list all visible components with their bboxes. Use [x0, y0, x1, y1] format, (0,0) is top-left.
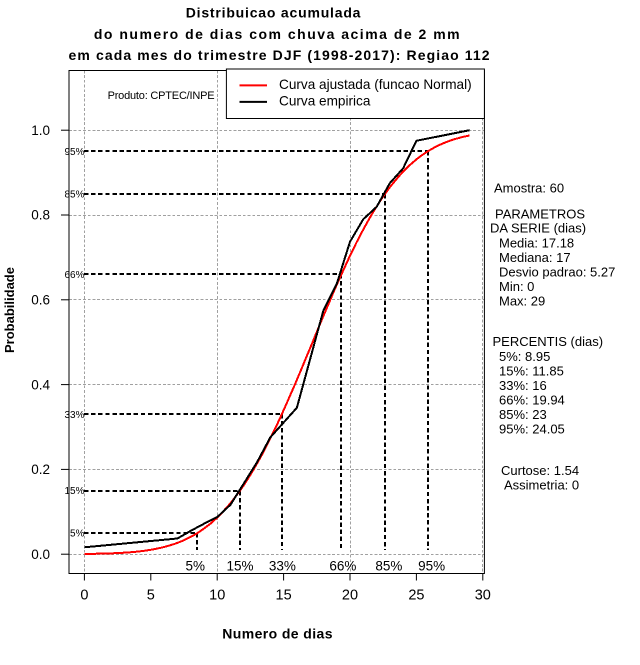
svg-text:Probabilidade: Probabilidade [2, 267, 17, 353]
svg-text:0.6: 0.6 [31, 293, 50, 308]
svg-text:0.0: 0.0 [31, 547, 50, 562]
svg-text:Curtose: 1.54: Curtose: 1.54 [501, 463, 579, 478]
svg-text:15%: 15% [64, 486, 84, 497]
svg-text:0.2: 0.2 [31, 462, 50, 477]
svg-text:66%: 19.94: 66%: 19.94 [499, 393, 565, 408]
svg-text:0.8: 0.8 [31, 208, 50, 223]
svg-text:Produto: CPTEC/INPE: Produto: CPTEC/INPE [108, 90, 215, 102]
svg-text:Min: 0: Min: 0 [499, 279, 534, 294]
svg-text:Media: 17.18: Media: 17.18 [499, 236, 574, 251]
svg-text:10: 10 [209, 588, 225, 604]
svg-text:Curva ajustada (funcao Normal): Curva ajustada (funcao Normal) [279, 77, 472, 92]
svg-text:15%: 11.85: 15%: 11.85 [499, 364, 564, 379]
svg-text:PARAMETROS: PARAMETROS [495, 207, 585, 222]
svg-text:Mediana: 17: Mediana: 17 [499, 250, 571, 265]
svg-text:Distribuicao acumulada: Distribuicao acumulada [186, 5, 362, 21]
svg-text:1.0: 1.0 [31, 123, 50, 138]
svg-text:25: 25 [408, 588, 424, 604]
svg-text:Amostra: 60: Amostra: 60 [494, 181, 564, 196]
svg-text:5%: 8.95: 5%: 8.95 [499, 349, 550, 364]
svg-text:em cada mes do trimestre DJF (: em cada mes do trimestre DJF (1998-2017)… [69, 47, 491, 63]
svg-text:15: 15 [276, 588, 292, 604]
svg-text:5%: 5% [70, 529, 85, 540]
svg-text:5: 5 [147, 588, 155, 604]
svg-text:15%: 15% [226, 559, 253, 574]
svg-text:0: 0 [80, 588, 88, 604]
svg-text:Max: 29: Max: 29 [499, 294, 545, 309]
svg-text:95%: 24.05: 95%: 24.05 [499, 422, 565, 437]
svg-text:85%: 85% [375, 559, 402, 574]
svg-text:Curva empirica: Curva empirica [279, 94, 371, 109]
svg-text:95%: 95% [418, 559, 445, 574]
svg-text:95%: 95% [64, 147, 84, 158]
svg-text:20: 20 [342, 588, 358, 604]
svg-text:0.4: 0.4 [31, 377, 50, 392]
svg-text:Assimetria: 0: Assimetria: 0 [504, 478, 579, 493]
svg-text:85%: 85% [64, 189, 84, 200]
svg-text:PERCENTIS (dias): PERCENTIS (dias) [493, 334, 604, 349]
svg-text:33%: 33% [269, 559, 296, 574]
svg-text:33%: 33% [64, 410, 84, 421]
svg-text:66%: 66% [64, 270, 84, 281]
svg-text:do numero de dias com chuva ac: do numero de dias com chuva acima de 2 m… [94, 26, 461, 42]
svg-text:85%: 23: 85%: 23 [499, 407, 547, 422]
svg-text:33%: 16: 33%: 16 [499, 378, 547, 393]
svg-text:5%: 5% [185, 559, 205, 574]
svg-text:66%: 66% [329, 559, 356, 574]
svg-text:Desvio padrao: 5.27: Desvio padrao: 5.27 [499, 265, 615, 280]
svg-text:DA SERIE (dias): DA SERIE (dias) [490, 221, 586, 236]
svg-text:Numero de dias: Numero de dias [222, 625, 333, 641]
svg-text:30: 30 [475, 588, 491, 604]
